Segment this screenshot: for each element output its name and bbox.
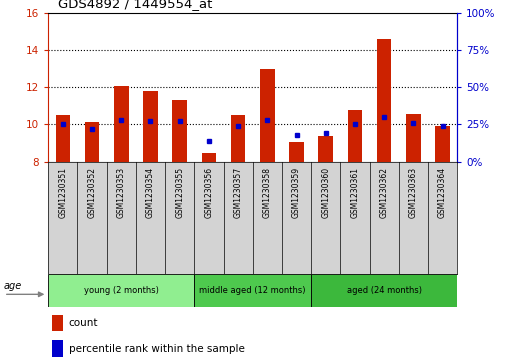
Bar xyxy=(194,274,311,307)
Text: GSM1230362: GSM1230362 xyxy=(379,167,389,218)
Text: GDS4892 / 1449554_at: GDS4892 / 1449554_at xyxy=(58,0,213,10)
Bar xyxy=(48,274,194,307)
Bar xyxy=(85,122,100,162)
Bar xyxy=(172,100,187,162)
Bar xyxy=(289,142,304,162)
Bar xyxy=(319,136,333,162)
Bar xyxy=(52,340,62,357)
Text: GSM1230356: GSM1230356 xyxy=(204,167,213,218)
Text: percentile rank within the sample: percentile rank within the sample xyxy=(69,344,244,354)
Text: GSM1230353: GSM1230353 xyxy=(117,167,126,218)
Bar xyxy=(143,91,158,162)
Text: GSM1230361: GSM1230361 xyxy=(351,167,360,218)
Text: GSM1230364: GSM1230364 xyxy=(438,167,447,218)
Text: GSM1230355: GSM1230355 xyxy=(175,167,184,218)
Bar xyxy=(55,115,70,162)
Text: GSM1230352: GSM1230352 xyxy=(87,167,97,218)
Text: GSM1230358: GSM1230358 xyxy=(263,167,272,218)
Text: GSM1230351: GSM1230351 xyxy=(58,167,68,218)
Text: aged (24 months): aged (24 months) xyxy=(346,286,422,295)
Bar xyxy=(347,110,362,162)
Bar xyxy=(311,274,457,307)
Text: middle aged (12 months): middle aged (12 months) xyxy=(200,286,306,295)
Bar xyxy=(260,69,275,162)
Bar xyxy=(406,114,421,162)
Bar xyxy=(377,39,392,162)
Text: GSM1230360: GSM1230360 xyxy=(321,167,330,218)
Text: GSM1230359: GSM1230359 xyxy=(292,167,301,218)
Text: GSM1230363: GSM1230363 xyxy=(409,167,418,218)
Text: GSM1230357: GSM1230357 xyxy=(234,167,243,218)
Bar xyxy=(231,115,245,162)
Bar xyxy=(202,153,216,162)
Text: GSM1230354: GSM1230354 xyxy=(146,167,155,218)
Text: count: count xyxy=(69,318,98,328)
Bar xyxy=(435,126,450,162)
Text: age: age xyxy=(4,281,22,291)
Bar xyxy=(52,315,62,331)
Text: young (2 months): young (2 months) xyxy=(84,286,158,295)
Bar xyxy=(114,86,129,162)
